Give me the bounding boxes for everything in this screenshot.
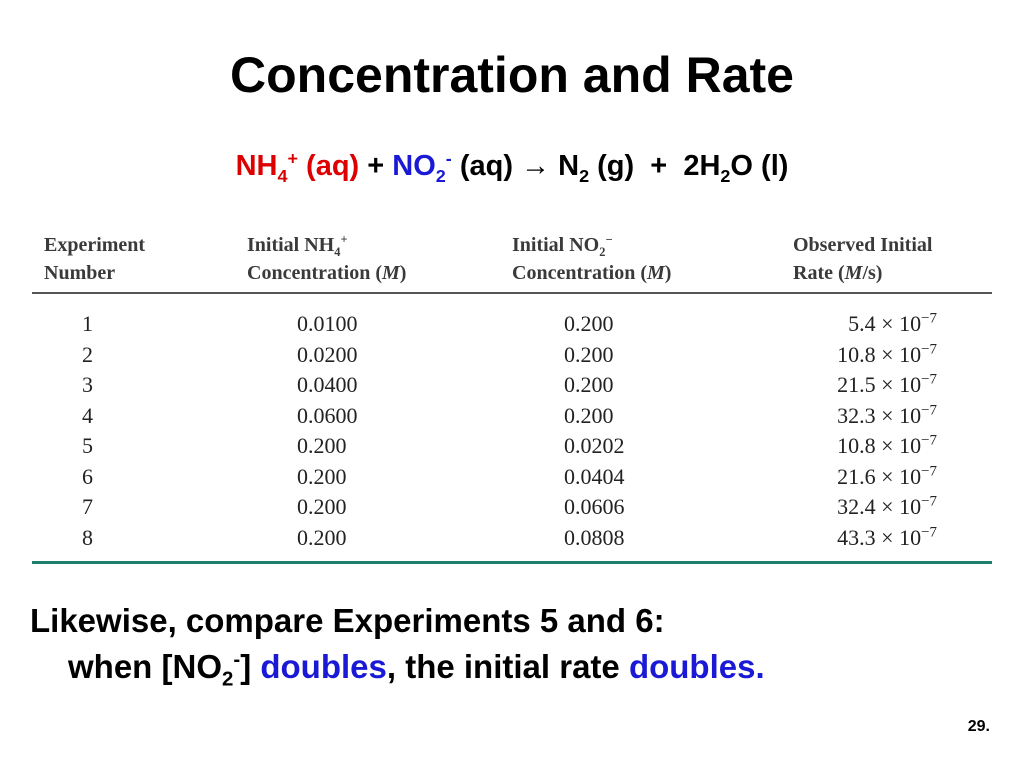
table-body: 1 0.0100 0.200 5.4 × 10−7 2 0.0200 0.200 10.8 ×… <box>32 309 992 553</box>
plus-sign: + <box>367 150 385 182</box>
cell-initial-rate: 21.5 × 10−7 <box>837 371 937 397</box>
arrow-icon: → <box>521 150 551 182</box>
cell-nh4-concentration: 0.200 <box>297 524 347 550</box>
cell-initial-rate: 10.8 × 10−7 <box>837 341 937 367</box>
header-observed-rate: Observed Initial Rate (M/s) <box>793 234 933 284</box>
note-line-1: Likewise, compare Experiments 5 and 6: <box>30 602 665 639</box>
cell-initial-rate: 21.6 × 10−7 <box>837 463 937 489</box>
data-table-header: Experiment Number Initial NH4+ Concentra… <box>32 227 992 293</box>
table-row: 1 0.0100 0.200 5.4 × 10−7 <box>32 309 992 340</box>
cell-nh4-concentration: 0.200 <box>297 463 347 489</box>
note-line-2: when [NO2-] doubles, the initial rate do… <box>68 648 765 691</box>
header-no2-concentration: Initial NO2− Concentration (M) <box>512 232 672 284</box>
highlight-doubles: doubles <box>260 648 387 685</box>
reaction-equation: NH4+ (aq) + NO2- (aq) → N2 (g) + 2H2O (l… <box>235 148 789 186</box>
header-experiment-number: Experiment Number <box>44 234 146 284</box>
cell-initial-rate: 32.3 × 10−7 <box>837 402 937 428</box>
product-nitrogen: N2 (g) <box>558 150 635 186</box>
cell-initial-rate: 5.4 × 10−7 <box>848 310 937 336</box>
cell-experiment-number: 6 <box>82 463 93 489</box>
cell-initial-rate: 32.4 × 10−7 <box>837 493 937 519</box>
cell-no2-concentration: 0.0202 <box>564 433 625 458</box>
plus-sign: + <box>650 150 668 182</box>
table-bottom-rule <box>32 561 992 564</box>
observation-note: Likewise, compare Experiments 5 and 6: w… <box>30 598 765 690</box>
table-row: 2 0.0200 0.200 10.8 × 10−7 <box>32 340 992 371</box>
cell-no2-concentration: 0.0404 <box>564 463 625 489</box>
cell-experiment-number: 7 <box>82 494 93 519</box>
table-top-rule <box>32 292 992 294</box>
reactant-nitrite: NO2- <box>392 148 452 186</box>
cell-nh4-concentration: 0.0100 <box>297 311 358 336</box>
cell-experiment-number: 1 <box>82 311 93 336</box>
cell-nh4-concentration: 0.0200 <box>297 341 358 367</box>
page-number: 29. <box>967 718 990 735</box>
reactant-ammonium: NH4+ (aq) <box>235 148 360 186</box>
cell-no2-concentration: 0.200 <box>564 341 614 367</box>
table-row: 8 0.200 0.0808 43.3 × 10−7 <box>32 523 992 554</box>
cell-nh4-concentration: 0.0600 <box>297 402 358 428</box>
cell-no2-concentration: 0.200 <box>564 372 614 397</box>
table-row: 4 0.0600 0.200 32.3 × 10−7 <box>32 401 992 432</box>
cell-nh4-concentration: 0.200 <box>297 433 347 458</box>
cell-experiment-number: 5 <box>82 433 93 458</box>
slide-title: Concentration and Rate <box>230 47 794 103</box>
cell-experiment-number: 4 <box>82 402 93 428</box>
table-row: 6 0.200 0.0404 21.6 × 10−7 <box>32 462 992 493</box>
cell-no2-concentration: 0.0808 <box>564 524 625 550</box>
cell-nh4-concentration: 0.0400 <box>297 372 358 397</box>
cell-no2-concentration: 0.200 <box>564 402 614 428</box>
cell-initial-rate: 43.3 × 10−7 <box>837 524 937 550</box>
table-row: 5 0.200 0.0202 10.8 × 10−7 <box>32 431 992 462</box>
cell-experiment-number: 3 <box>82 372 93 397</box>
cell-experiment-number: 8 <box>82 524 93 550</box>
cell-experiment-number: 2 <box>82 341 93 367</box>
cell-no2-concentration: 0.0606 <box>564 494 625 519</box>
header-nh4-concentration: Initial NH4+ Concentration (M) <box>247 232 407 284</box>
cell-initial-rate: 10.8 × 10−7 <box>837 432 937 458</box>
table-row: 7 0.200 0.0606 32.4 × 10−7 <box>32 492 992 523</box>
product-water: 2H2O (l) <box>683 150 789 186</box>
cell-no2-concentration: 0.200 <box>564 311 614 336</box>
highlight-doubles: doubles. <box>628 648 765 685</box>
table-row: 3 0.0400 0.200 21.5 × 10−7 <box>32 370 992 401</box>
cell-nh4-concentration: 0.200 <box>297 494 347 519</box>
